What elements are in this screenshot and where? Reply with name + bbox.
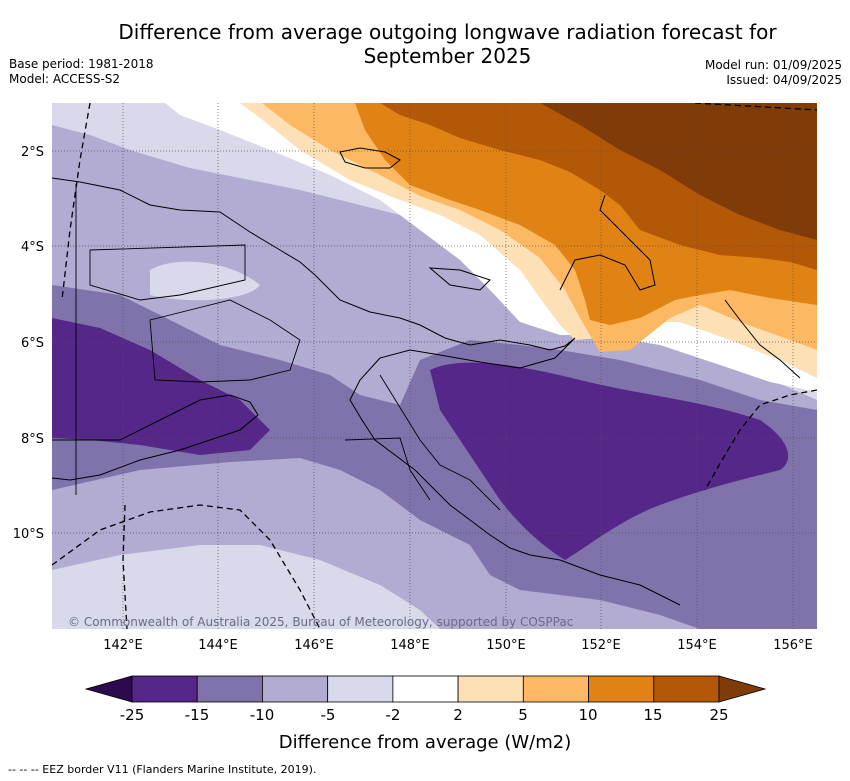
longitude-labels: 142°E 144°E 146°E 148°E 150°E 152°E 154°… xyxy=(103,638,813,653)
province-borders xyxy=(75,184,501,511)
colorbar-segment-1 xyxy=(196,675,263,703)
cb-tick-8: 15 xyxy=(643,706,662,724)
lon-label-154e: 154°E xyxy=(677,638,717,653)
cb-tick-7: 10 xyxy=(578,706,597,724)
core-negative-east xyxy=(430,362,789,560)
colorbar-label: Difference from average (W/m2) xyxy=(279,732,571,753)
colorbar-segment-8 xyxy=(653,675,720,703)
title-line-2: September 2025 xyxy=(363,44,532,68)
lat-label-8s: 8°S xyxy=(21,432,44,447)
lon-label-152e: 152°E xyxy=(581,638,621,653)
lon-label-146e: 146°E xyxy=(294,638,334,653)
title-line-1: Difference from average outgoing longwav… xyxy=(118,20,777,44)
colorbar-segment-4 xyxy=(392,675,459,703)
colorbar-over-triangle xyxy=(718,675,767,703)
colorbar-tick-labels: -25 -15 -10 -5 -2 2 5 10 15 25 xyxy=(120,706,729,724)
meta-right: Model run: 01/09/2025 Issued: 04/09/2025 xyxy=(705,58,842,88)
patch-weak-negative xyxy=(150,261,260,301)
colorbar-segment-5 xyxy=(457,675,524,703)
band-weak-negative-south xyxy=(52,545,440,629)
issued-date: Issued: 04/09/2025 xyxy=(726,73,842,87)
colorbar-segment-7 xyxy=(588,675,655,703)
colorbar-under-triangle xyxy=(84,675,133,703)
cb-tick-6: 5 xyxy=(518,706,528,724)
model-run: Model run: 01/09/2025 xyxy=(704,58,842,72)
cb-tick-0: -25 xyxy=(120,706,145,724)
eez-legend-note: -- -- -- EEZ border V11 (Flanders Marine… xyxy=(8,763,317,776)
copyright-text: © Commonwealth of Australia 2025, Bureau… xyxy=(68,615,573,629)
lon-label-150e: 150°E xyxy=(486,638,526,653)
lat-label-4s: 4°S xyxy=(21,240,44,255)
eez-borders xyxy=(52,103,817,629)
colorbar-segment-3 xyxy=(327,675,394,703)
colorbar-segments xyxy=(131,675,720,703)
cb-tick-3: -5 xyxy=(321,706,336,724)
meta-left: Base period: 1981-2018 Model: ACCESS-S2 xyxy=(9,57,154,87)
cb-tick-9: 25 xyxy=(709,706,728,724)
map-title: Difference from average outgoing longwav… xyxy=(60,20,835,68)
lon-label-156e: 156°E xyxy=(773,638,813,653)
coastlines xyxy=(52,147,801,606)
latitude-labels: 2°S 4°S 6°S 8°S 10°S xyxy=(13,145,44,542)
colorbar-segment-6 xyxy=(522,675,589,703)
cb-tick-4: -2 xyxy=(386,706,401,724)
cb-tick-2: -10 xyxy=(250,706,275,724)
band-positive-over-25 xyxy=(540,103,817,240)
colorbar: -25 -15 -10 -5 -2 2 5 10 15 25 Differenc… xyxy=(84,675,767,753)
lat-label-2s: 2°S xyxy=(21,145,44,160)
model-name: Model: ACCESS-S2 xyxy=(9,72,121,86)
cb-tick-5: 2 xyxy=(453,706,463,724)
lon-label-142e: 142°E xyxy=(103,638,143,653)
colorbar-segment-2 xyxy=(262,675,329,703)
graticule xyxy=(52,103,817,629)
anomaly-field: © Commonwealth of Australia 2025, Bureau… xyxy=(52,103,817,629)
colorbar-segment-0 xyxy=(131,675,198,703)
lon-label-148e: 148°E xyxy=(390,638,430,653)
lat-label-6s: 6°S xyxy=(21,336,44,351)
core-negative-west xyxy=(52,318,270,455)
lat-label-10s: 10°S xyxy=(13,527,44,542)
lon-label-144e: 144°E xyxy=(198,638,238,653)
cb-tick-1: -15 xyxy=(185,706,210,724)
base-period: Base period: 1981-2018 xyxy=(9,57,154,71)
